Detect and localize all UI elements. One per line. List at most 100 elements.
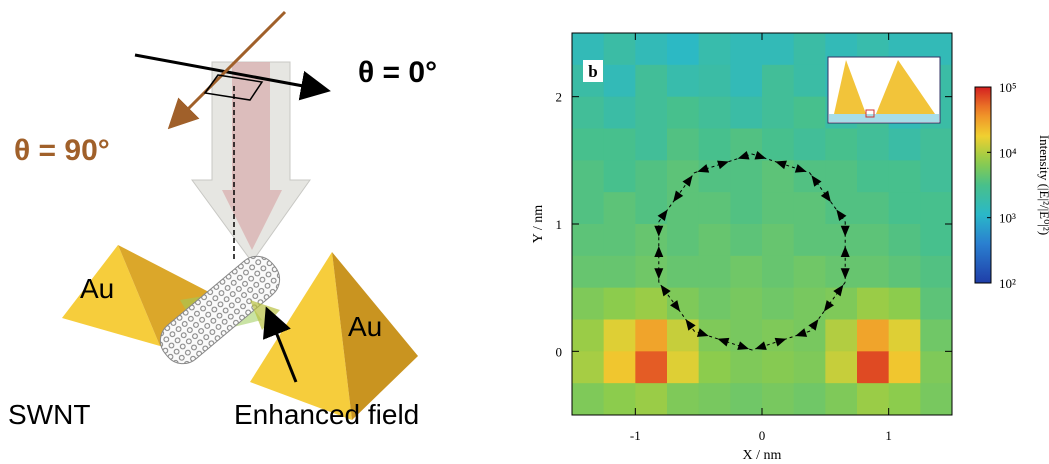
heat-cell <box>793 192 826 225</box>
heat-cell <box>730 255 763 289</box>
heat-cell <box>572 160 605 193</box>
heat-cell <box>635 160 668 193</box>
light-arrow-inner <box>222 62 282 250</box>
heat-cell <box>762 96 795 129</box>
heat-cell <box>603 287 636 320</box>
heat-cell <box>667 160 700 193</box>
vector-arrow <box>833 284 844 297</box>
heat-cell <box>857 192 890 225</box>
vector-arrow <box>808 319 819 331</box>
heat-cell <box>603 383 636 416</box>
vector-arrow <box>774 337 787 347</box>
heat-cell <box>667 192 700 225</box>
vector-arrow <box>840 246 850 257</box>
colorbar-tick-label: 10² <box>999 276 1016 291</box>
vector-arrow <box>654 225 664 237</box>
vector-arrow <box>660 284 671 297</box>
vector-arrow <box>696 328 709 337</box>
x-tick-label: 1 <box>885 428 892 443</box>
heat-cell <box>920 319 953 352</box>
heat-cell <box>730 383 763 416</box>
heat-cell <box>635 192 668 225</box>
heat-cell <box>920 224 953 257</box>
heat-cell <box>698 351 731 384</box>
heatmap-panel: -1 0 1 0 1 2 X / nm Y / nm 10² 10³ 10⁴ 10⁵ Intensity… <box>531 32 1049 463</box>
heat-cell <box>793 128 826 161</box>
colorbar-tick-label: 10⁴ <box>999 145 1017 160</box>
heat-cell <box>793 33 826 66</box>
heat-cell <box>762 192 795 225</box>
heat-cell <box>762 319 795 352</box>
vector-arrow <box>682 175 693 187</box>
heat-cell <box>730 96 763 129</box>
inset-tip <box>876 60 935 114</box>
x-tick-label: 0 <box>759 428 766 443</box>
vector-arrow <box>717 337 730 347</box>
heat-cell <box>698 96 731 129</box>
pyramid-right <box>250 252 352 420</box>
heat-cell <box>635 383 668 416</box>
schematic: θ = 0° θ = 90° Au Au SWNT Enhanced field <box>8 10 437 430</box>
heat-cell <box>762 128 795 161</box>
inset-substrate <box>829 114 939 122</box>
heat-cell <box>572 383 605 416</box>
heat-cell <box>572 192 605 225</box>
y-tick-label: 1 <box>556 217 563 232</box>
vector-arrow <box>754 341 767 350</box>
vector-arrow <box>654 268 664 280</box>
heat-cell <box>603 33 636 66</box>
vector-arrow <box>823 300 834 312</box>
heat-cell <box>698 128 731 161</box>
heat-cell <box>572 224 605 257</box>
heat-cell <box>603 351 636 384</box>
heat-cell <box>730 319 763 352</box>
vector-arrow <box>811 175 822 187</box>
panel-label-box <box>583 60 603 82</box>
colorbar-tick-label: 10⁵ <box>999 80 1017 95</box>
heat-cell <box>698 287 731 320</box>
vector-arrow <box>820 190 831 203</box>
heat-cell <box>603 192 636 225</box>
heat-cell <box>857 319 890 352</box>
heat-cell <box>698 255 731 289</box>
heat-cell <box>572 96 605 129</box>
heat-cell <box>857 224 890 257</box>
label-theta-0: θ = 0° <box>358 56 437 89</box>
heat-cell <box>730 160 763 193</box>
label-enhanced-field: Enhanced field <box>234 399 419 430</box>
heat-cell <box>793 64 826 98</box>
heat-cell <box>635 224 668 257</box>
vector-arrow <box>840 268 850 280</box>
inset-tip <box>834 60 866 114</box>
pyramid-right-side <box>332 252 418 420</box>
heat-cell <box>698 64 731 98</box>
vector-arrow <box>673 190 684 203</box>
vector-arrow <box>795 328 808 337</box>
heat-cell <box>857 128 890 161</box>
heat-cell <box>888 128 921 161</box>
heat-cell <box>603 319 636 352</box>
heat-cell <box>667 255 700 289</box>
heat-cell <box>825 160 858 193</box>
label-au: Au <box>348 311 382 342</box>
heat-cell <box>920 287 953 320</box>
pointer <box>262 306 298 383</box>
heat-cell <box>793 351 826 384</box>
heat-cell <box>635 128 668 161</box>
heat-cell <box>825 255 858 289</box>
heat-cell <box>635 319 668 352</box>
heat-cell <box>635 351 668 384</box>
heat-cell <box>762 160 795 193</box>
heat-cell <box>762 351 795 384</box>
colorbar-tick-label: 10³ <box>999 211 1016 226</box>
x-tick-label: -1 <box>630 428 641 443</box>
heat-cell <box>825 128 858 161</box>
pyramid-left <box>62 245 160 346</box>
heat-cell <box>635 96 668 129</box>
heat-cell <box>667 319 700 352</box>
heat-cell <box>762 255 795 289</box>
vector-arrow <box>717 160 729 170</box>
heat-cell <box>920 192 953 225</box>
vector-arrow <box>836 209 847 222</box>
heat-cell <box>825 224 858 257</box>
